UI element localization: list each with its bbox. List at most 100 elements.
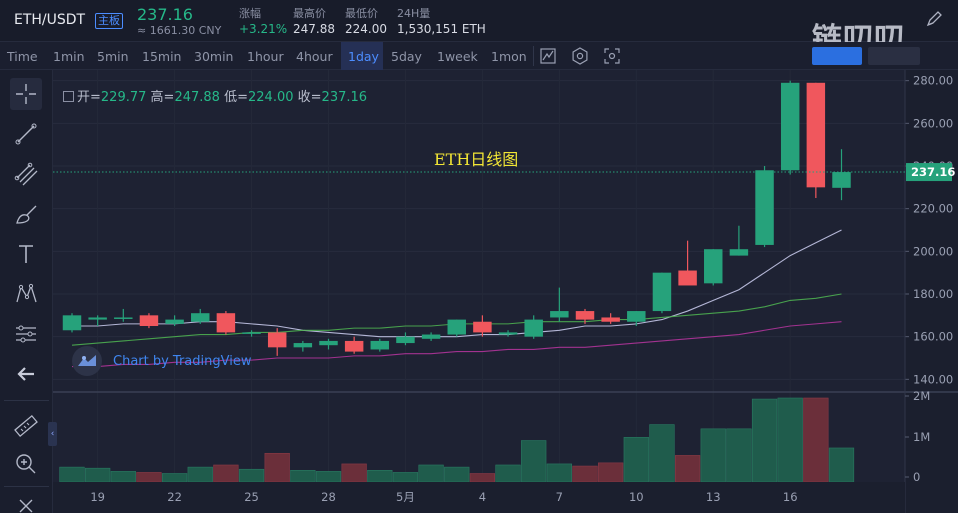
candle-body (165, 319, 184, 324)
volume-pane-toggle[interactable]: ‹ (48, 422, 57, 446)
board-badge: 主板 (95, 13, 123, 29)
stat-low: 最低价 224.00 (345, 6, 387, 38)
timeframe-time[interactable]: Time (7, 49, 38, 64)
candle-body (191, 313, 210, 322)
candle-body (319, 340, 338, 346)
timeframe-30min[interactable]: 30min (194, 49, 234, 64)
time-tick-label: 25 (244, 490, 259, 504)
price-tick-label: 260.00 (913, 116, 953, 130)
ticker-header: ETH/USDT 主板 237.16 ≈ 1661.30 CNY 涨幅 +3.2… (0, 0, 958, 57)
pattern-icon[interactable] (10, 278, 42, 310)
candle-body (498, 332, 518, 335)
volume-tick-label: 1M (913, 430, 930, 444)
edit-pen-icon[interactable] (925, 10, 943, 28)
volume-bar (136, 472, 162, 483)
candlestick-chart[interactable]: 280.00260.00240.00220.00200.00180.00160.… (53, 70, 958, 513)
volume-bar (290, 470, 316, 483)
chart-mode-button[interactable] (812, 47, 862, 65)
ruler-icon[interactable] (10, 410, 42, 442)
text-icon[interactable] (10, 238, 42, 270)
close-value: 237.16 (321, 90, 368, 105)
depth-mode-button[interactable] (868, 47, 920, 65)
price-tick-label: 200.00 (913, 244, 953, 258)
volume-bar (700, 428, 726, 483)
volume-bar (85, 467, 111, 483)
timeframe-1mon[interactable]: 1mon (491, 49, 527, 64)
candle-body (627, 311, 646, 322)
volume-bar (649, 424, 675, 483)
candle-body (293, 343, 313, 348)
volume-bar (213, 464, 239, 483)
time-tick-label: 13 (706, 490, 721, 504)
tradingview-attribution[interactable]: Chart by TradingView (113, 354, 252, 369)
current-price-label: 237.16 (911, 165, 955, 179)
candle-body (678, 270, 697, 286)
candle-body (652, 272, 672, 312)
price-tick-label: 180.00 (913, 287, 953, 301)
cny-price: ≈ 1661.30 CNY (137, 24, 222, 37)
time-axis-background (53, 482, 905, 513)
brush-icon[interactable] (10, 198, 42, 230)
timeframe-5min[interactable]: 5min (97, 49, 129, 64)
timeframe-5day[interactable]: 5day (391, 49, 422, 64)
time-tick-label: 7 (556, 490, 563, 504)
time-tick-label: 4 (479, 490, 486, 504)
candle-body (396, 336, 415, 344)
price-tick-label: 160.00 (913, 330, 953, 344)
crosshair-icon[interactable] (10, 78, 42, 110)
high-label: 高= (150, 90, 175, 105)
drawing-toolbar (0, 70, 53, 513)
back-arrow-icon[interactable] (10, 358, 42, 390)
close-icon[interactable] (10, 490, 42, 513)
chart-type-icon[interactable] (538, 46, 558, 66)
current-price-tag (906, 163, 952, 182)
legend-collapse-icon[interactable] (63, 91, 74, 102)
stat-value: 224.00 (345, 22, 387, 36)
timeframe-4hour[interactable]: 4hour (296, 49, 333, 64)
candle-body (550, 311, 569, 318)
stat-label: 24H量 (397, 7, 431, 20)
candle-body (601, 317, 620, 322)
timeframe-15min[interactable]: 15min (142, 49, 182, 64)
volume-bar (572, 465, 598, 483)
high-value: 247.88 (174, 90, 220, 105)
candle-body (755, 170, 774, 245)
volume-bar (161, 473, 188, 483)
candle-body (524, 319, 543, 337)
timeframe-1min[interactable]: 1min (53, 49, 85, 64)
low-label: 低= (224, 90, 248, 105)
trend-line-icon[interactable] (10, 118, 42, 150)
candle-body (473, 321, 492, 333)
screenshot-icon[interactable] (602, 46, 622, 66)
time-tick-label: 5月 (396, 490, 415, 504)
volume-bar (777, 397, 803, 483)
volume-bar (367, 470, 393, 483)
price-axis-background (905, 70, 958, 513)
stat-value: 247.88 (293, 22, 335, 36)
volume-bar (598, 462, 624, 483)
candle-body (447, 319, 466, 335)
toolbar-divider (4, 486, 49, 487)
measure-icon[interactable] (10, 318, 42, 350)
volume-bar (828, 447, 855, 483)
candle-body (344, 340, 364, 352)
moving-average-line (72, 321, 842, 368)
fib-icon[interactable] (10, 158, 42, 190)
pair-symbol[interactable]: ETH/USDT (14, 12, 86, 28)
stat-label: 涨幅 (239, 7, 261, 20)
timeframe-1week[interactable]: 1week (437, 49, 478, 64)
timeframe-1hour[interactable]: 1hour (247, 49, 284, 64)
chart-annotation: ETH日线图 (434, 150, 519, 169)
settings-icon[interactable] (570, 46, 590, 66)
zoom-in-icon[interactable] (10, 448, 42, 480)
candle-body (704, 249, 723, 284)
low-value: 224.00 (248, 90, 294, 105)
volume-bar (59, 466, 85, 483)
time-tick-label: 19 (90, 490, 105, 504)
separator (533, 46, 534, 66)
timeframe-1day[interactable]: 1day (348, 49, 379, 64)
toolbar-divider (4, 400, 49, 401)
volume-bar (521, 440, 547, 483)
open-label: 开= (77, 90, 101, 105)
candle-body (575, 311, 595, 320)
